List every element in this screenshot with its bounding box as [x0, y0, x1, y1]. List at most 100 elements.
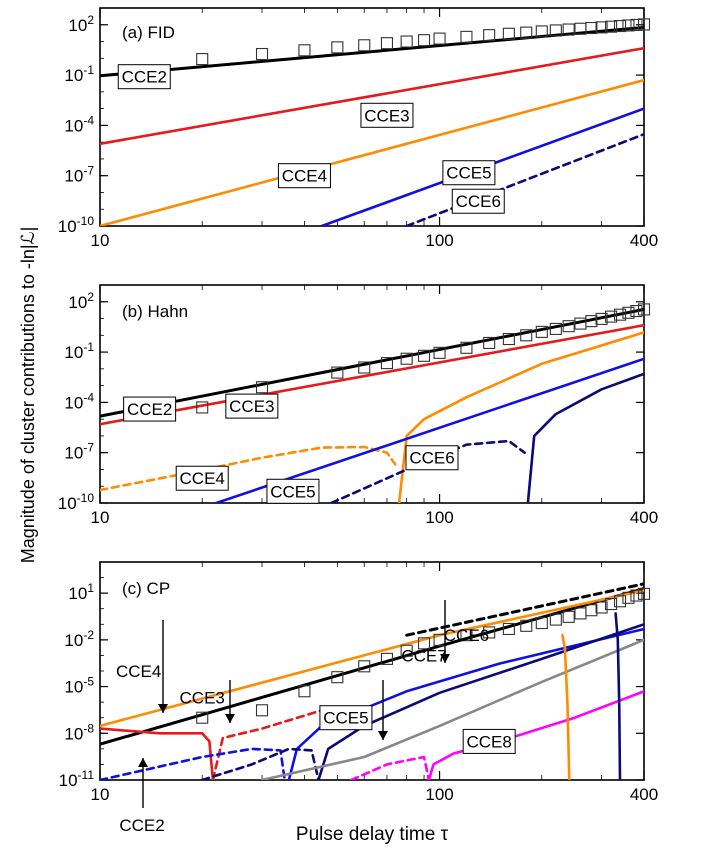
data-marker: [483, 29, 496, 42]
data-marker: [595, 601, 608, 614]
arrow-head: [378, 731, 388, 740]
panel-b-frame: [99, 284, 645, 504]
panel-a-title: (a) FID: [122, 23, 175, 42]
data-marker: [400, 35, 413, 48]
data-marker: [433, 32, 446, 45]
x-tick-label: 10: [91, 785, 110, 804]
x-axis-label: Pulse delay time τ: [296, 824, 449, 845]
data-marker: [535, 617, 548, 630]
data-marker: [196, 711, 209, 724]
data-marker: [630, 304, 643, 318]
arrow-head: [225, 714, 235, 723]
curve-label-box: [405, 445, 459, 471]
data-marker: [520, 26, 533, 39]
curve-label-cce4: CCE4: [180, 469, 225, 488]
y-tick-label: 10-4: [64, 113, 94, 135]
data-marker: [622, 591, 635, 604]
data-marker: [605, 20, 618, 33]
markers-layer: [196, 18, 651, 724]
y-tick-label: 102: [68, 290, 94, 312]
data-marker: [562, 23, 575, 36]
y-tick-label: 10-7: [64, 164, 94, 186]
curve-cce2: [100, 25, 644, 78]
curve-label-cce6: CCE6: [409, 449, 454, 468]
y-tick-label: 10-2: [64, 628, 94, 650]
curve-cce5-negative-: [100, 747, 287, 780]
curve-cce6: [405, 132, 644, 226]
data-marker: [549, 322, 562, 335]
data-marker: [520, 329, 533, 342]
y-tick-label: 10-1: [64, 340, 94, 362]
curve-cce4-orange-tail-: [561, 633, 571, 780]
data-marker: [605, 597, 618, 611]
y-tick-label: 10-7: [64, 441, 94, 463]
curve-label-box: [175, 465, 229, 491]
data-marker: [613, 19, 627, 33]
curve-cce8-negative-: [350, 755, 431, 780]
y-tick-label: 10-10: [58, 214, 95, 236]
data-marker: [331, 671, 344, 684]
curve-label-cce3: CCE3: [180, 688, 225, 707]
curve-cce2: [100, 307, 644, 418]
data-marker: [622, 19, 635, 32]
y-tick-label: 10-8: [64, 721, 94, 743]
curve-label-box: [277, 163, 331, 189]
curve-label-box: [451, 188, 505, 214]
data-marker: [255, 381, 269, 394]
data-marker: [637, 587, 651, 600]
curve-label-box: [225, 393, 279, 419]
curve-cce6-navy-tail-: [614, 612, 622, 780]
curve-cce7: [260, 638, 644, 780]
data-marker: [637, 303, 651, 316]
curve-label-box: [266, 478, 320, 504]
data-marker: [637, 18, 651, 31]
curve-cce2-dashed-: [405, 582, 644, 637]
y-tick-label: 102: [68, 13, 94, 35]
panel-c-title: (c) CP: [122, 579, 170, 598]
data-marker: [502, 622, 515, 636]
panel-b-title: (b) Hahn: [122, 302, 188, 321]
curve-cce4: [397, 331, 644, 503]
curve-label-cce5: CCE5: [323, 709, 368, 728]
data-marker: [331, 41, 344, 54]
data-marker: [483, 626, 496, 639]
data-marker: [417, 349, 431, 362]
curve-cce3-negative-: [211, 708, 324, 780]
curve-label-cce2: CCE2: [122, 68, 167, 87]
y-axis-label: Magnitude of cluster contributions to -l…: [18, 227, 38, 563]
data-marker: [595, 312, 608, 325]
data-marker: [460, 629, 473, 642]
data-marker: [380, 37, 394, 50]
y-tick-label: 101: [68, 581, 94, 603]
data-marker: [613, 308, 627, 321]
x-tick-label: 100: [425, 508, 453, 527]
panel-c-frame: [99, 561, 645, 781]
data-marker: [400, 644, 413, 657]
x-tick-label: 100: [425, 785, 453, 804]
data-marker: [331, 366, 344, 379]
curve-cce3: [100, 727, 215, 780]
data-marker: [585, 21, 598, 35]
data-marker: [460, 341, 473, 354]
data-marker: [380, 652, 394, 665]
data-marker: [535, 325, 548, 338]
curve-cce6: [526, 372, 644, 503]
x-tick-label: 400: [630, 231, 658, 250]
curve-cce6-negative-: [200, 747, 320, 780]
data-marker: [255, 704, 269, 717]
data-marker: [562, 320, 575, 333]
y-tick-label: 10-10: [58, 491, 95, 513]
data-marker: [605, 310, 618, 323]
data-marker: [585, 604, 598, 617]
data-marker: [196, 401, 209, 414]
data-marker: [358, 39, 371, 52]
curve-label-cce4: CCE4: [282, 167, 327, 186]
data-marker: [380, 357, 394, 370]
data-marker: [585, 315, 598, 328]
data-marker: [255, 47, 269, 61]
y-tick-label: 10-4: [64, 390, 94, 412]
curve-label-cce6: CCE6: [456, 192, 501, 211]
data-marker: [574, 607, 587, 620]
data-marker: [298, 44, 311, 57]
